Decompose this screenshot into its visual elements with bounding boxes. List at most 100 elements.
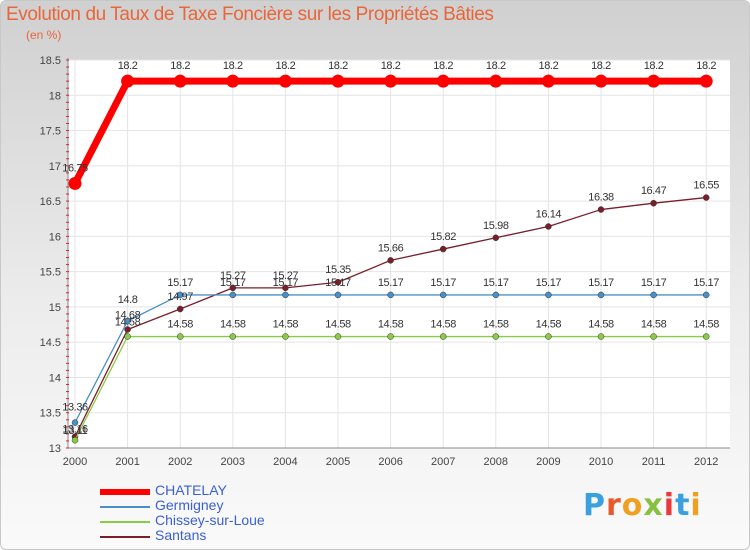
data-label: 18.2 (381, 60, 401, 72)
data-point-3 (439, 245, 447, 253)
data-point-1 (387, 291, 394, 299)
data-label: 14.58 (641, 319, 667, 331)
logo-letter: P (583, 488, 606, 523)
data-label: 14.58 (483, 319, 509, 331)
data-label: 14.58 (588, 319, 614, 331)
x-tick-label: 2000 (63, 456, 87, 468)
data-point-0 (331, 74, 345, 88)
data-label: 14.58 (378, 319, 404, 331)
data-point-0 (173, 74, 187, 88)
data-label: 15.17 (220, 277, 246, 289)
legend-swatch-chatelay (100, 489, 150, 495)
data-label: 18.2 (591, 60, 611, 72)
plot-area (68, 60, 730, 448)
data-label: 16.55 (693, 180, 719, 192)
data-label: 18.2 (118, 60, 138, 72)
legend: CHATELAY Germigney Chissey-sur-Loue Sant… (100, 482, 320, 544)
data-label: 15.17 (693, 277, 719, 289)
data-label: 15.27 (273, 270, 299, 282)
data-point-3 (124, 326, 131, 333)
data-point-2 (439, 333, 447, 340)
y-tick-label: 18.5 (40, 55, 61, 67)
legend-label-germigney: Germigney (155, 497, 224, 513)
y-tick-label: 15.5 (40, 267, 61, 279)
y-tick-label: 16.5 (40, 196, 61, 208)
data-point-0 (68, 176, 82, 190)
data-label: 14.58 (220, 319, 246, 331)
logo-letter: o (621, 488, 644, 523)
data-label: 14.8 (118, 294, 138, 306)
data-point-1 (71, 419, 79, 426)
logo-letter: i (690, 488, 702, 523)
logo-letter: t (675, 488, 691, 523)
data-point-2 (71, 436, 79, 444)
data-point-1 (545, 291, 552, 299)
legend-item-chatelay: CHATELAY (100, 482, 320, 499)
y-tick-label: 14 (49, 372, 61, 384)
x-tick-label: 2005 (326, 456, 350, 468)
data-label: 14.58 (693, 319, 719, 331)
proxiti-logo: Proxiti (583, 488, 702, 523)
data-point-0 (278, 74, 292, 88)
data-point-2 (282, 333, 289, 340)
data-point-1 (282, 291, 289, 299)
legend-swatch-germigney (100, 506, 150, 508)
data-label: 15.17 (588, 277, 614, 289)
data-point-1 (597, 291, 605, 299)
y-tick-label: 17 (49, 161, 61, 173)
legend-item-germigney: Germigney (100, 497, 320, 514)
data-point-1 (229, 291, 237, 299)
data-point-3 (334, 278, 342, 286)
data-label: 15.98 (483, 220, 509, 232)
legend-label-chissey: Chissey-sur-Loue (155, 512, 265, 528)
data-label: 15.17 (641, 277, 667, 289)
x-tick-label: 2008 (484, 456, 508, 468)
data-point-1 (492, 291, 500, 299)
data-label: 14.58 (115, 317, 141, 329)
data-label: 15.66 (378, 242, 404, 254)
data-label: 13.11 (63, 425, 88, 437)
y-tick-label: 16 (49, 231, 61, 243)
unit-label: (en %) (26, 28, 62, 42)
legend-item-chissey: Chissey-sur-Loue (100, 512, 320, 529)
data-point-0 (226, 74, 240, 88)
data-point-1 (334, 291, 342, 299)
data-point-1 (439, 291, 447, 299)
data-label: 14.58 (167, 319, 193, 331)
data-point-1 (124, 317, 131, 325)
data-label: 13.36 (62, 402, 88, 414)
y-tick-label: 13 (49, 443, 61, 455)
data-point-3 (387, 257, 394, 264)
data-label: 16.47 (641, 185, 667, 197)
data-point-3 (282, 284, 289, 292)
data-point-3 (597, 206, 605, 213)
data-point-0 (594, 74, 608, 88)
logo-letter: i (663, 488, 676, 523)
data-label: 15.17 (430, 277, 456, 289)
data-point-2 (229, 333, 237, 340)
data-label: 15.17 (273, 277, 299, 289)
data-label: 14.58 (325, 319, 351, 331)
data-point-1 (650, 291, 657, 299)
data-point-3 (492, 234, 500, 242)
data-point-0 (647, 74, 661, 88)
data-point-0 (436, 74, 450, 88)
data-point-3 (176, 305, 184, 313)
x-tick-label: 2001 (115, 456, 139, 468)
x-tick-label: 2012 (694, 456, 718, 468)
data-label: 15.27 (220, 270, 246, 282)
data-label: 15.35 (325, 264, 351, 276)
x-tick-label: 2007 (431, 456, 455, 468)
data-point-3 (650, 199, 657, 207)
data-point-0 (541, 74, 555, 88)
y-tick-label: 13.5 (40, 408, 61, 420)
data-point-0 (699, 74, 713, 88)
legend-swatch-santans (100, 536, 150, 538)
data-label: 16.38 (588, 192, 614, 204)
legend-swatch-chissey (100, 521, 150, 523)
logo-letter: r (606, 488, 622, 523)
legend-item-santans: Santans (100, 527, 320, 544)
data-point-0 (489, 74, 503, 88)
logo-letter: x (643, 488, 664, 523)
data-label: 18.2 (486, 60, 506, 72)
